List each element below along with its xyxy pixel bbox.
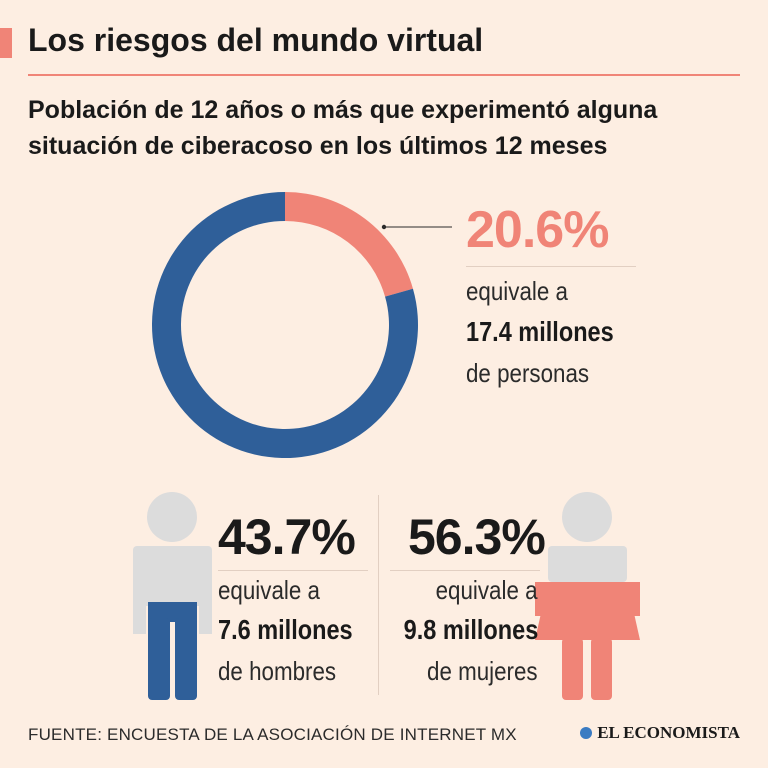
women-line1: equivale a [436,575,538,605]
brand-dot-icon [580,727,593,739]
men-line1: equivale a [218,575,320,605]
title-divider [28,74,740,76]
women-line3: de mujeres [427,656,538,686]
donut-callout-line3: de personas [466,358,590,388]
source-note: FUENTE: ENCUESTA DE LA ASOCIACIÓN DE INT… [28,725,517,744]
donut-callout-percent: 20.6% [466,201,609,259]
men-line2: 7.6 millones [218,614,353,645]
donut-callout-line2: 17.4 millones [466,316,614,347]
callout-divider [466,266,636,267]
donut-slice-0 [285,192,413,297]
men-divider [218,570,368,571]
callout-dot [381,224,387,230]
woman-figure-icon [535,492,640,700]
men-line3: de hombres [218,656,337,686]
chart-subtitle: Población de 12 años o más que experimen… [28,96,658,160]
women-divider [390,570,540,571]
donut-callout-line1: equivale a [466,276,568,306]
stats-vertical-divider [378,495,379,695]
man-figure-icon [133,492,212,700]
men-percent: 43.7% [218,509,356,565]
header-accent-bar [0,28,12,58]
brand-logo: EL ECONOMISTA [580,723,740,743]
women-line2: 9.8 millones [403,614,538,645]
page-title: Los riesgos del mundo virtual [28,22,484,58]
women-percent: 56.3% [408,509,546,565]
brand-name: EL ECONOMISTA [597,723,740,742]
